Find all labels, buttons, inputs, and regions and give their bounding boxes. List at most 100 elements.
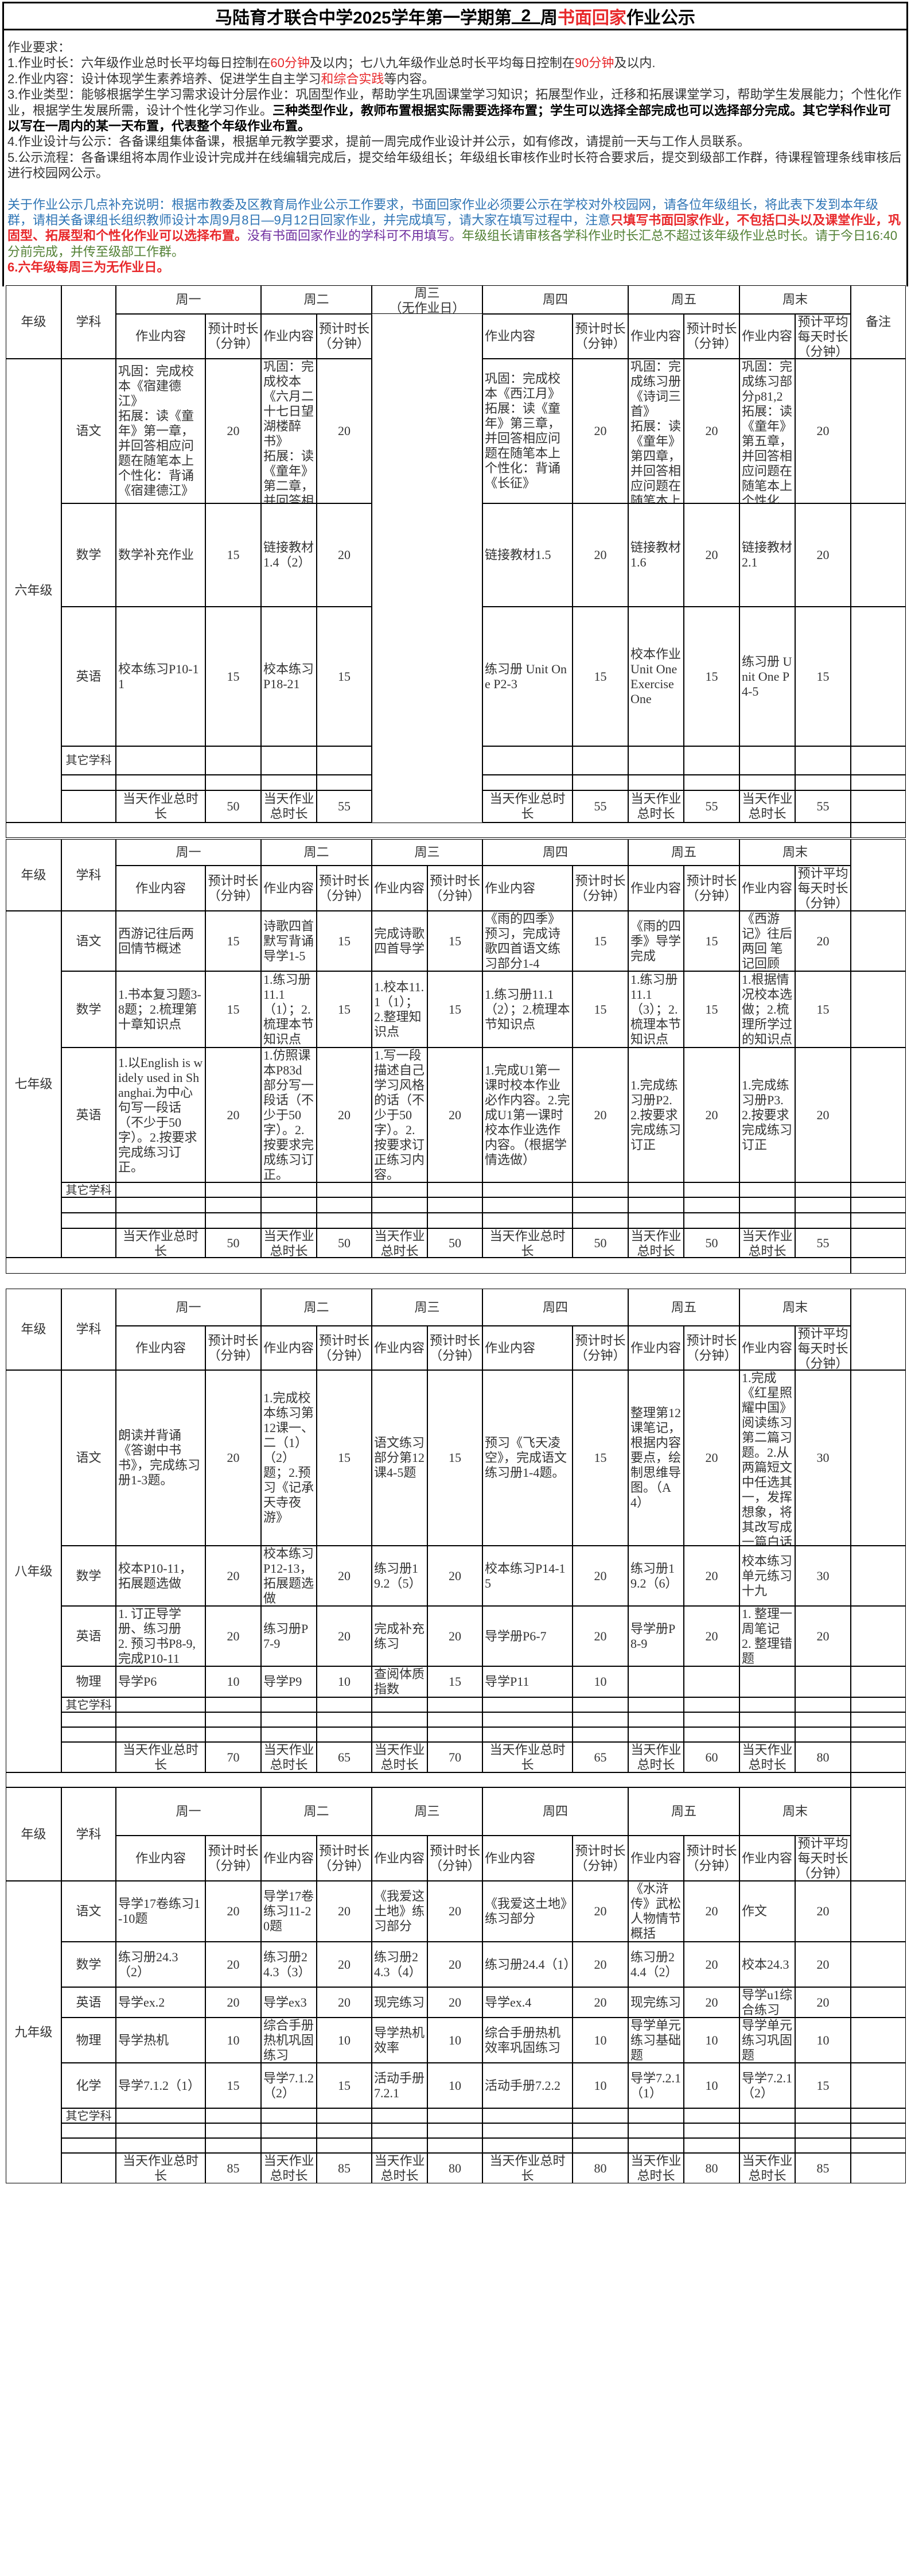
homework-content	[628, 1697, 684, 1712]
homework-minutes: 15	[573, 1370, 628, 1546]
subject-name-text: 物理	[76, 1674, 102, 1689]
homework-minutes: 10	[573, 2018, 628, 2063]
grade-header: 年级	[6, 1289, 61, 1370]
homework-minutes: 15	[205, 607, 261, 746]
subject-name	[61, 1197, 116, 1213]
homework-content: 活动手册7.2.2	[482, 2063, 573, 2108]
requirement-text: 关于作业公示几点补充说明：根据市教委及区教育局作业公示工作要求，书面回家作业必须…	[7, 197, 879, 228]
homework-minutes: 15	[795, 971, 851, 1048]
homework-content: 练习册19.2（6）	[628, 1546, 684, 1606]
subject-name-text: 数学	[76, 1002, 102, 1017]
homework-content: 导学热机	[116, 2018, 205, 2063]
homework-minutes: 20	[684, 1546, 739, 1606]
day-header-text: 周三	[414, 845, 440, 859]
homework-content: 巩固：完成校本《六月二十七日望湖楼醉书》 拓展：读《童年》第二章，并回答相应问题…	[261, 359, 317, 503]
homework-minutes-text: 15	[594, 1002, 607, 1017]
day-header: 周五	[628, 1787, 739, 1836]
daily-total-label: 当天作业总时长	[116, 790, 205, 823]
grade-label-text: 七年级	[14, 1077, 53, 1091]
homework-minutes	[205, 1712, 261, 1727]
daily-total-label-text: 当天作业总时长	[489, 1229, 566, 1258]
homework-content	[372, 1727, 427, 1742]
homework-content: 校本练习P18-21	[261, 607, 317, 746]
homework-content	[372, 2138, 427, 2153]
homework-minutes	[684, 2123, 739, 2138]
homework-content-text: 练习册24.3（2）	[118, 1949, 178, 1979]
remarks-cell	[851, 2063, 906, 2108]
homework-content: 导学17卷练习11-20题	[261, 1881, 317, 1942]
subject-header: 学科	[61, 839, 116, 911]
day-header-text: 周四	[542, 292, 568, 307]
content-column-header: 作业内容	[261, 866, 317, 911]
content-column-header: 作业内容	[261, 1836, 317, 1881]
content-column-header: 作业内容	[116, 314, 205, 359]
homework-minutes: 20	[795, 1881, 851, 1942]
homework-content: 练习册P7-9	[261, 1606, 317, 1666]
daily-total-label-text: 当天作业总时长	[263, 1229, 314, 1258]
homework-minutes	[317, 1213, 372, 1228]
minutes-column-header: 预计时长（分钟）	[573, 1326, 628, 1370]
homework-minutes-text: 20	[594, 1107, 607, 1122]
daily-total-minutes-text: 65	[338, 1749, 351, 1764]
daily-total-label-text: 当天作业总时长	[489, 2154, 566, 2183]
homework-content-text: 1.书本复习题3-8题；2.梳理第十章知识点	[118, 987, 201, 1031]
daily-total-minutes-text: 85	[816, 2160, 830, 2175]
homework-minutes: 15	[684, 971, 739, 1048]
minutes-column-header-text: 预计时长（分钟）	[319, 1843, 370, 1873]
homework-content: 巩固：完成校本《宿建德江》 拓展：读《童年》第一章，并回答相应问题在随笔本上 个…	[116, 359, 205, 503]
subject-name	[61, 775, 116, 790]
homework-minutes: 20	[205, 1370, 261, 1546]
daily-total-label: 当天作业总时长	[116, 2153, 205, 2183]
homework-content	[739, 1697, 795, 1712]
subject-header: 学科	[61, 1787, 116, 1881]
homework-content: 导学ex3	[261, 1987, 317, 2018]
homework-content-text: 导学ex3	[263, 1995, 307, 2009]
minutes-column-header-text: 预计时长（分钟）	[575, 1843, 626, 1873]
homework-minutes	[427, 1213, 482, 1228]
homework-content-text: 1. 订正导学册、练习册 2. 预习书P8-9,完成P10-11	[118, 1607, 196, 1666]
homework-minutes	[205, 2123, 261, 2138]
total-row-blank	[61, 1228, 116, 1258]
subject-name: 语文	[61, 911, 116, 971]
homework-minutes-text: 20	[705, 1107, 718, 1122]
grade-header-text: 年级	[21, 1826, 46, 1841]
homework-content-text: 校本24.3	[742, 1957, 789, 1972]
homework-content: 1.仿照课本P83d部分写一段话（不少于50字）。2.按要求完成练习订正。	[261, 1048, 317, 1182]
homework-minutes: 15	[684, 607, 739, 746]
homework-minutes-text: 15	[816, 2078, 830, 2093]
remarks-cell	[851, 2018, 906, 2063]
homework-content	[116, 1197, 205, 1213]
homework-minutes-text: 15	[227, 1002, 240, 1017]
daily-total-label: 当天作业总时长	[372, 1742, 427, 1772]
homework-minutes: 20	[317, 1942, 372, 1987]
homework-minutes: 20	[573, 1606, 628, 1666]
homework-minutes-text: 20	[705, 1628, 718, 1643]
homework-minutes-text: 20	[705, 1904, 718, 1918]
homework-minutes-text: 20	[816, 548, 830, 562]
homework-content	[372, 1213, 427, 1228]
homework-minutes: 10	[427, 2018, 482, 2063]
homework-minutes-text: 20	[816, 1995, 830, 2009]
homework-content: 语文练习部分第12课4-5题	[372, 1370, 427, 1546]
daily-total-label: 当天作业总时长	[482, 2153, 573, 2183]
homework-content-text: 1.完成校本练习第12课一、二（1）（2）题；2.预习《记承天寺夜游》	[263, 1391, 314, 1524]
homework-minutes-text: 15	[338, 1002, 351, 1017]
homework-content-text: 《我爱这土地》练习部分	[374, 1889, 425, 1933]
subject-name	[61, 1727, 116, 1742]
content-column-header: 作业内容	[482, 866, 573, 911]
homework-content-text: 练习册24.3（4）	[374, 1949, 422, 1979]
content-column-header-text: 作业内容	[630, 329, 682, 343]
homework-minutes: 10	[573, 2063, 628, 2108]
remarks-cell	[851, 911, 906, 971]
daily-total-label: 当天作业总时长	[261, 2153, 317, 2183]
homework-content: 作文	[739, 1881, 795, 1942]
homework-content: 练习册24.3（2）	[116, 1942, 205, 1987]
daily-total-minutes-text: 50	[227, 1235, 240, 1250]
homework-content	[739, 2138, 795, 2153]
homework-content-text: 导学7.1.2（1）	[118, 2078, 201, 2093]
homework-content	[628, 1727, 684, 1742]
homework-content: 西游记往后两回情节概述	[116, 911, 205, 971]
homework-content: 练习册24.4（1）	[482, 1942, 573, 1987]
homework-minutes-text: 20	[594, 1904, 607, 1918]
daily-total-label-text: 当天作业总时长	[742, 792, 793, 821]
